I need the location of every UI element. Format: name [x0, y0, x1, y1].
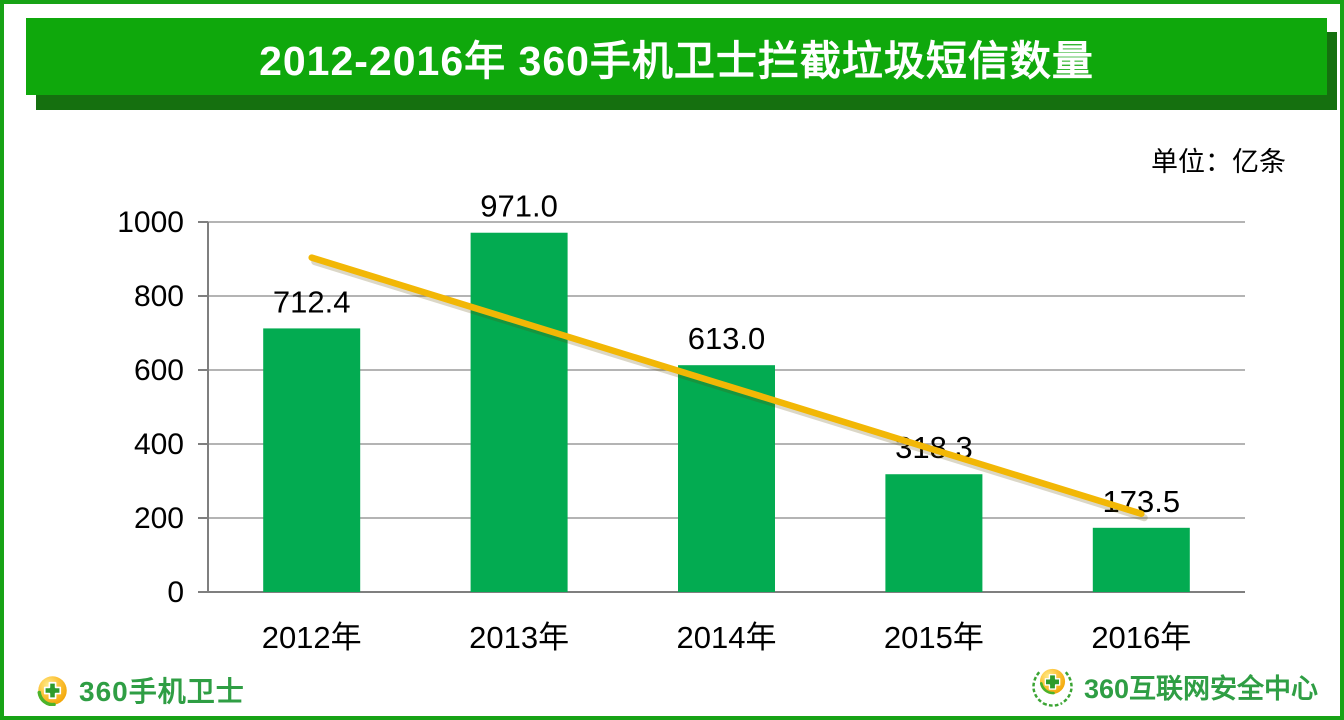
logo-right-text: 360互联网安全中心 [1083, 674, 1318, 704]
360-laurel-ball-icon [1032, 668, 1073, 707]
x-axis-label: 2013年 [469, 620, 569, 655]
x-axis-label: 2012年 [262, 620, 362, 655]
x-axis-label: 2014年 [677, 620, 777, 655]
x-axis-label: 2016年 [1091, 620, 1191, 655]
bar-chart: 0 200 400 600 800 1000 712.4 2012年 971.0 2013年 613… [117, 189, 1245, 655]
y-axis-label: 0 [167, 576, 184, 609]
y-axis-label: 1000 [117, 206, 184, 239]
y-axis-label: 800 [134, 280, 184, 313]
y-axis-label: 200 [134, 502, 184, 535]
value-label: 971.0 [480, 189, 558, 224]
logo-360-internet-security-center: 360互联网安全中心 [1029, 664, 1318, 709]
trendline [308, 254, 1145, 517]
bar-2012年 [263, 328, 361, 592]
value-label: 613.0 [688, 321, 766, 356]
page-title: 2012-2016年 360手机卫士拦截垃圾短信数量 [259, 37, 1094, 84]
logo-360-mobile-guard: 360手机卫士 [37, 670, 245, 710]
title-banner: 2012-2016年 360手机卫士拦截垃圾短信数量 [26, 18, 1327, 95]
x-axis-label: 2015年 [884, 620, 984, 655]
unit-label: 单位：亿条 [1151, 147, 1286, 177]
value-label: 712.4 [273, 284, 351, 319]
y-axis-label: 600 [134, 354, 184, 387]
360-shield-ball-icon [37, 675, 67, 706]
bar-2016年 [1092, 527, 1190, 592]
y-axis-label: 400 [134, 428, 184, 461]
bar-2014年 [678, 365, 775, 592]
logo-left-text: 360手机卫士 [79, 676, 245, 707]
bar-2015年 [885, 474, 983, 592]
bar-2013年 [470, 232, 568, 593]
